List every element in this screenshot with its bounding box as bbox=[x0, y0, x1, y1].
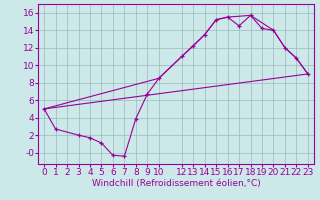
X-axis label: Windchill (Refroidissement éolien,°C): Windchill (Refroidissement éolien,°C) bbox=[92, 179, 260, 188]
